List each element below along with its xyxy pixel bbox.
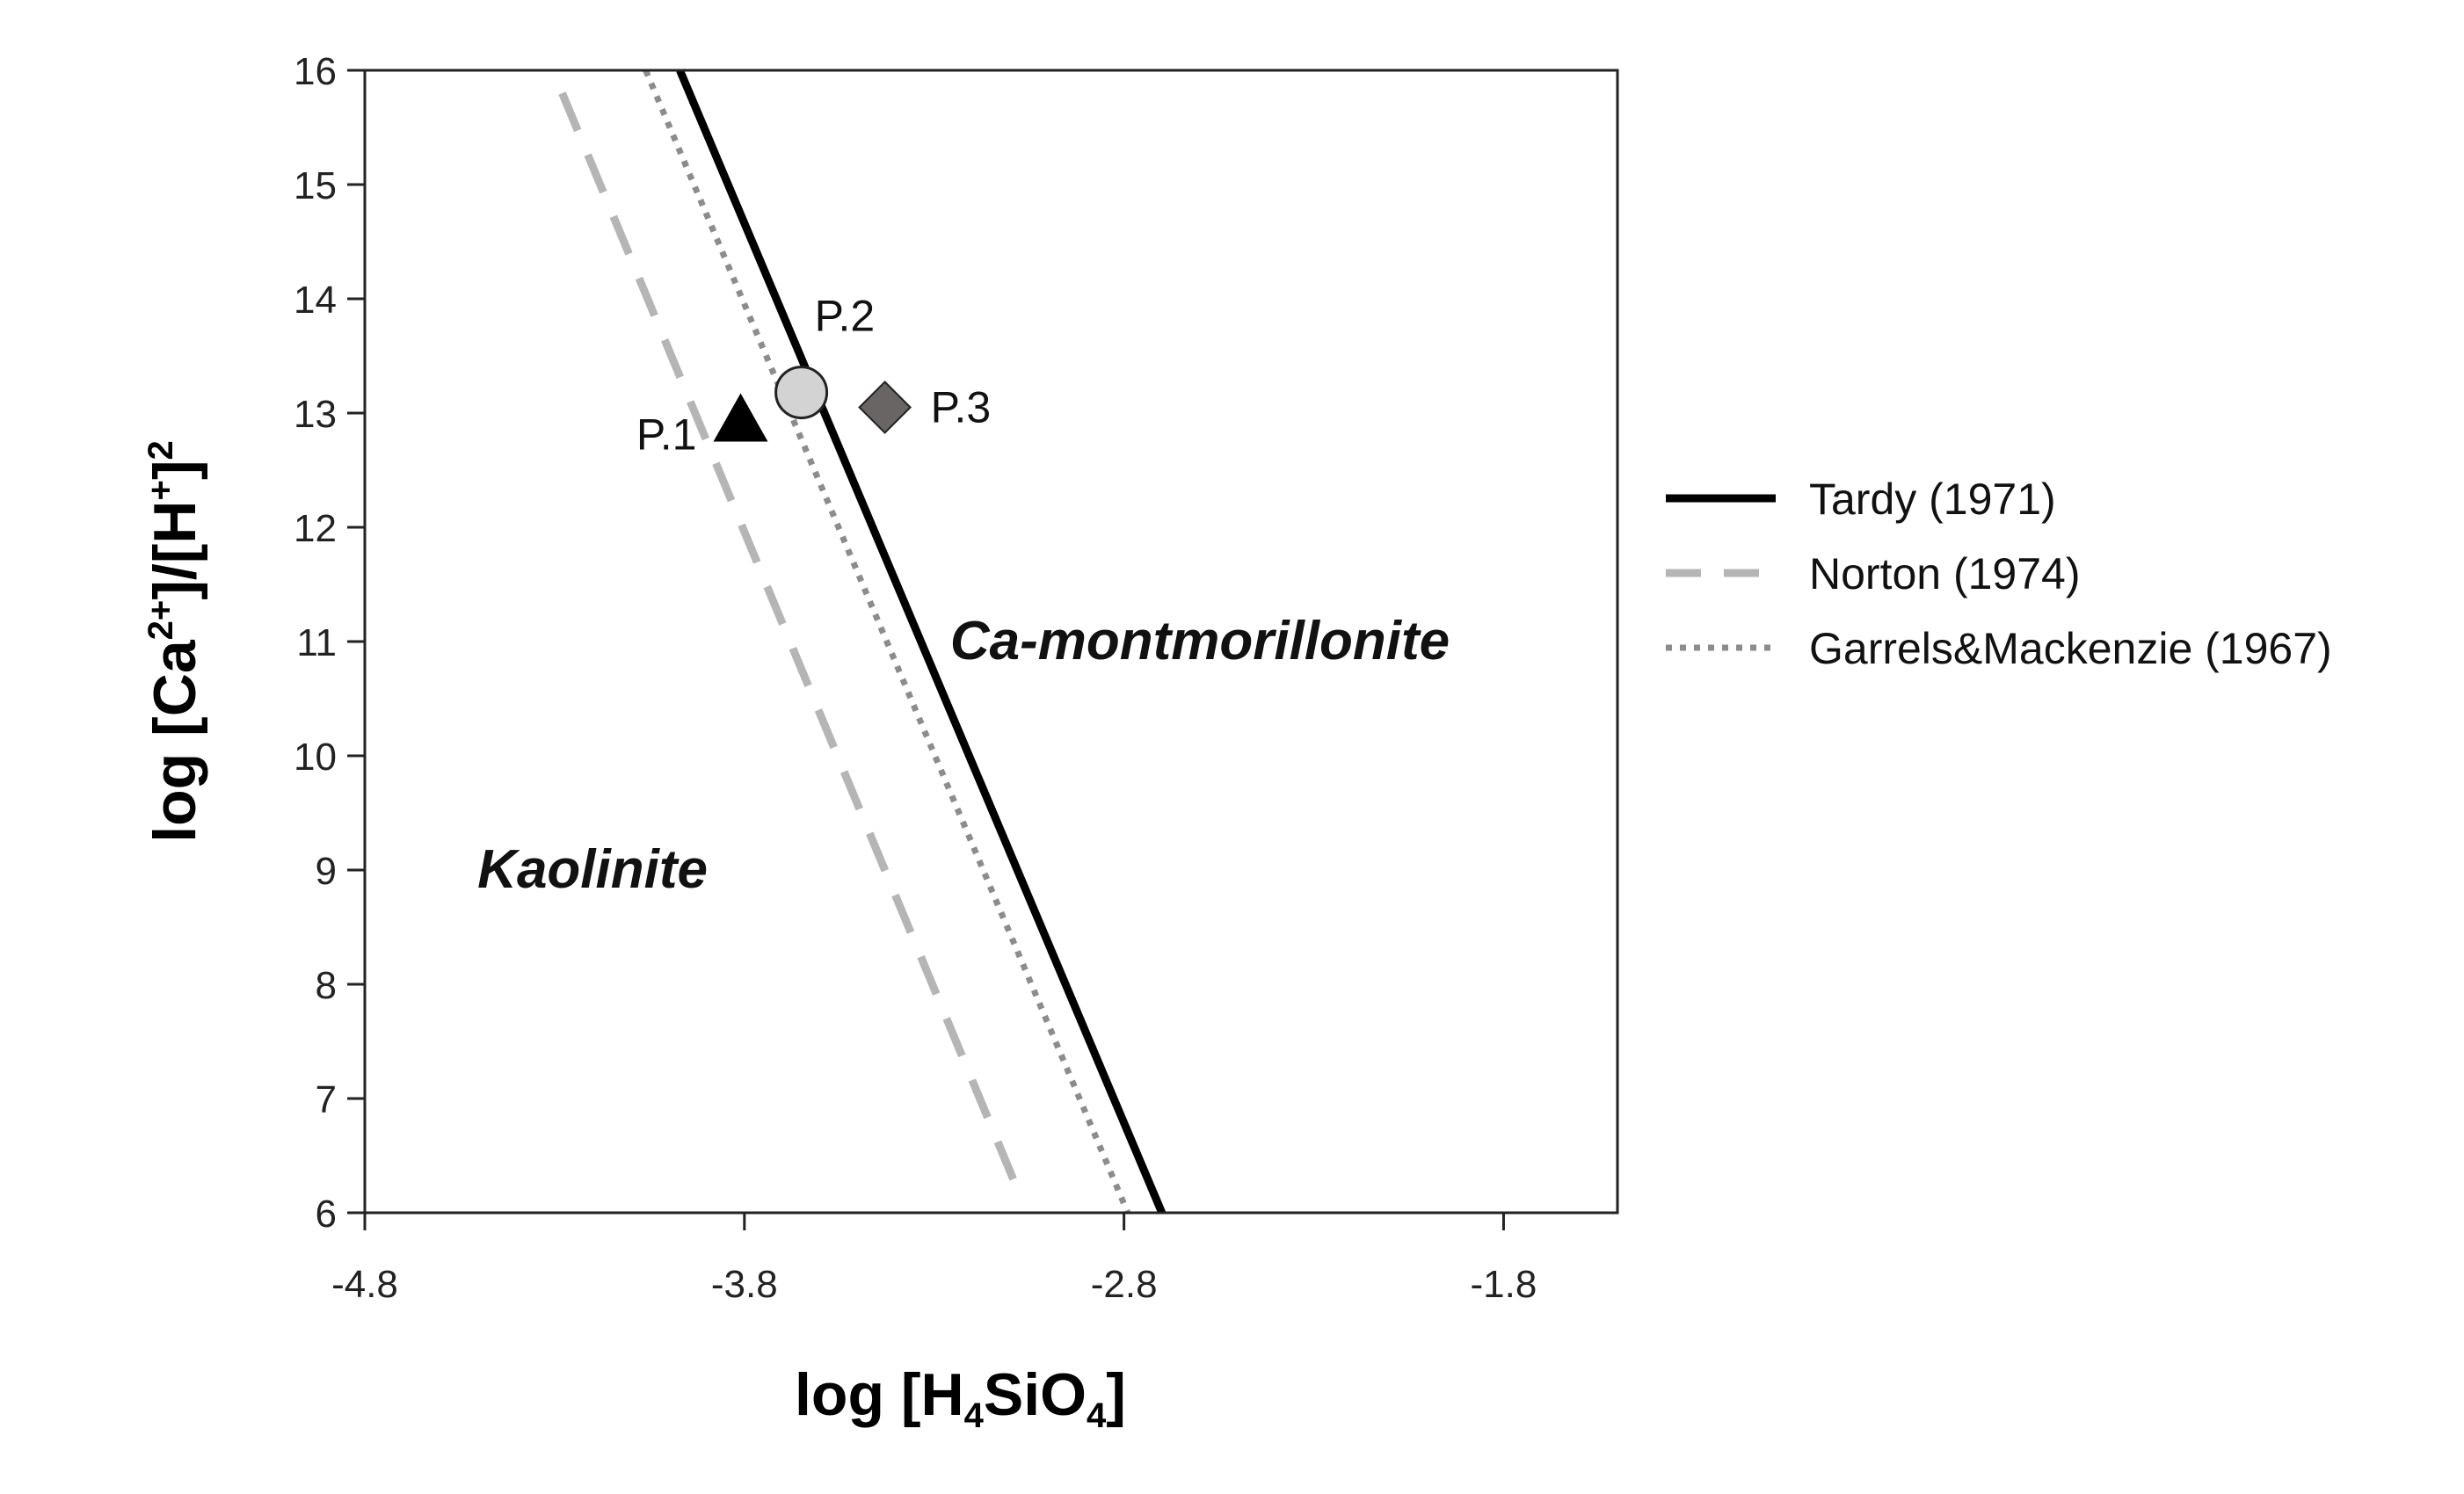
- y-tick-label: 9: [316, 850, 337, 893]
- axis-ticks: 6 7 8 9 10 11 12 13 14 15 16 -4.8 -3.8 -2.8 -1.8: [294, 50, 1537, 1306]
- x-tick-label: -4.8: [331, 1263, 398, 1306]
- point-marker-P.1: [713, 393, 768, 442]
- x-tick-label: -1.8: [1471, 1263, 1537, 1306]
- x-title-end: ]: [1106, 1361, 1126, 1428]
- point-label: P.3: [931, 383, 992, 432]
- point-marker-P.3: [858, 381, 912, 434]
- series-lines: [558, 69, 1166, 1215]
- series-line-0: [676, 69, 1166, 1215]
- legend-label: Norton (1974): [1809, 549, 2081, 598]
- y-title-sup2: +: [142, 480, 180, 500]
- y-tick-label: 16: [294, 50, 337, 93]
- y-tick-label: 12: [294, 507, 337, 550]
- legend-label: Garrels&Mackenzie (1967): [1809, 624, 2332, 673]
- y-tick-label: 11: [296, 621, 337, 664]
- y-tick-label: 14: [294, 279, 337, 322]
- y-title-end: ]: [142, 460, 208, 480]
- y-tick-label: 6: [316, 1193, 337, 1236]
- series-line-2: [643, 69, 1131, 1215]
- x-tick-label: -2.8: [1091, 1263, 1158, 1306]
- region-label: Kaolinite: [477, 839, 708, 900]
- y-title-sup3: 2: [142, 440, 180, 460]
- y-tick-label: 8: [316, 964, 337, 1007]
- y-title-mid: ]/[H: [142, 500, 208, 599]
- y-axis-title: log [Ca2+]/[H+]2: [142, 440, 208, 843]
- x-tick-label: -3.8: [711, 1263, 778, 1306]
- y-tick-label: 13: [294, 393, 337, 436]
- point-label: P.1: [636, 410, 697, 460]
- y-tick-label: 15: [294, 164, 337, 207]
- x-title-sub2: 4: [1087, 1396, 1107, 1435]
- region-label: Ca-montmorillonite: [950, 611, 1450, 671]
- region-labels: Kaolinite Ca-montmorillonite: [477, 611, 1450, 900]
- sample-points: P.1 P.2 P.3: [636, 292, 991, 460]
- x-title-mid: SiO: [984, 1361, 1087, 1428]
- y-title-main: log [Ca: [142, 639, 208, 843]
- point-marker-P.2: [774, 366, 829, 420]
- x-title-sub1: 4: [964, 1396, 985, 1435]
- legend: Tardy (1971) Norton (1974) Garrels&Mackenz…: [1666, 475, 2332, 673]
- point-label: P.2: [815, 292, 876, 341]
- x-axis-title: log [H4SiO4]: [795, 1361, 1126, 1435]
- x-title-main: log [H: [795, 1361, 964, 1428]
- y-title-sup1: 2+: [142, 600, 180, 641]
- legend-label: Tardy (1971): [1809, 475, 2056, 524]
- y-tick-label: 7: [316, 1078, 337, 1121]
- y-tick-label: 10: [294, 736, 337, 779]
